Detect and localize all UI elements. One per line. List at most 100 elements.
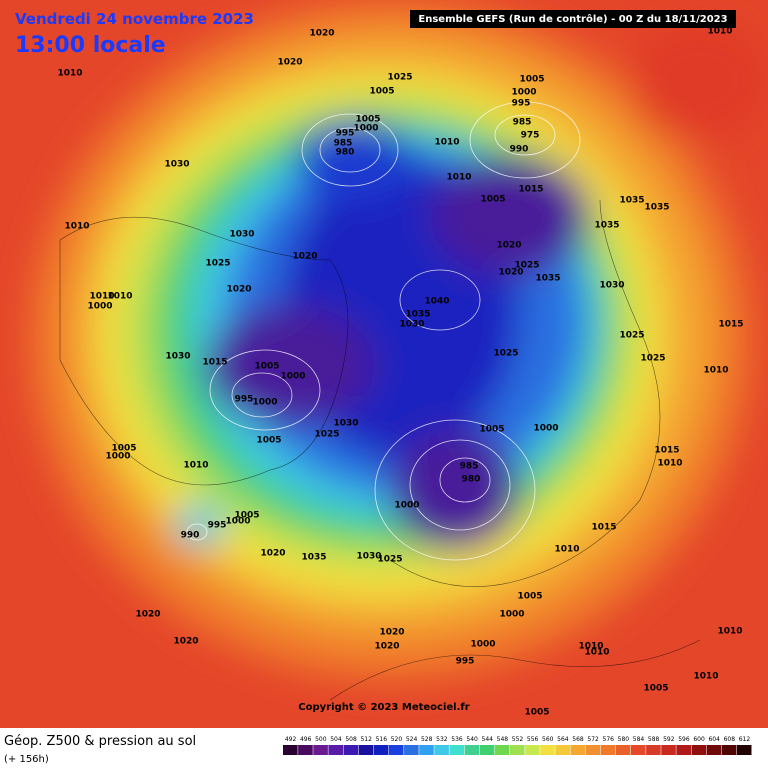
colorbar-swatch bbox=[630, 745, 646, 755]
pressure-label: 1010 bbox=[107, 292, 132, 302]
colorbar-swatch bbox=[676, 745, 691, 755]
pressure-label: 1005 bbox=[355, 115, 380, 125]
pressure-label: 1015 bbox=[718, 320, 743, 330]
pressure-label: 1020 bbox=[374, 642, 399, 652]
colorbar-tick-label: 536 bbox=[451, 736, 463, 743]
colorbar-tick-label: 528 bbox=[421, 736, 433, 743]
pressure-label: 1020 bbox=[496, 241, 521, 251]
colorbar-swatch bbox=[343, 745, 359, 755]
field-name: Géop. Z500 & pression au sol bbox=[4, 734, 196, 749]
pressure-label: 1025 bbox=[493, 349, 518, 359]
colorbar-tick-label: 512 bbox=[360, 736, 372, 743]
pressure-label: 1000 bbox=[533, 424, 558, 434]
pressure-label: 1000 bbox=[87, 302, 112, 312]
colorbar-tick-label: 584 bbox=[633, 736, 645, 743]
pressure-label: 1005 bbox=[643, 684, 668, 694]
pressure-label: 1020 bbox=[173, 637, 198, 647]
colorbar-swatch bbox=[404, 745, 419, 755]
colorbar-tick-label: 540 bbox=[466, 736, 478, 743]
colorbar-tick-label: 576 bbox=[603, 736, 615, 743]
pressure-label: 1000 bbox=[353, 124, 378, 134]
pressure-label: 1005 bbox=[524, 708, 549, 718]
colorbar-tick-label: 504 bbox=[330, 736, 342, 743]
colorbar-swatch bbox=[615, 745, 631, 755]
colorbar-tick-label: 588 bbox=[648, 736, 660, 743]
pressure-label: 1020 bbox=[226, 285, 251, 295]
pressure-label: 985 bbox=[334, 139, 353, 149]
colorbar-tick-label: 508 bbox=[345, 736, 357, 743]
pressure-label: 1020 bbox=[135, 610, 160, 620]
colorbar-swatch bbox=[721, 745, 737, 755]
pressure-label: 985 bbox=[513, 118, 532, 128]
pressure-label: 995 bbox=[456, 657, 475, 667]
colorbar-swatch bbox=[283, 745, 298, 755]
pressure-label: 1010 bbox=[446, 173, 471, 183]
pressure-label: 1035 bbox=[405, 310, 430, 320]
colorbar-tick-label: 596 bbox=[678, 736, 690, 743]
pressure-label: 1030 bbox=[599, 281, 624, 291]
pressure-label: 1005 bbox=[256, 436, 281, 446]
run-info: Ensemble GEFS (Run de contrôle) - 00 Z d… bbox=[418, 13, 727, 25]
pressure-label: 1010 bbox=[657, 459, 682, 469]
header-box bbox=[410, 10, 736, 28]
pressure-label: 1015 bbox=[202, 358, 227, 368]
colorbar-tick-label: 496 bbox=[300, 736, 312, 743]
geopotential-field bbox=[30, 0, 768, 680]
pressure-label: 1005 bbox=[234, 511, 259, 521]
colorbar-tick-label: 544 bbox=[482, 736, 494, 743]
pressure-label: 1030 bbox=[333, 419, 358, 429]
colorbar-tick-label: 600 bbox=[693, 736, 705, 743]
pressure-label: 1000 bbox=[394, 501, 419, 511]
colorbar-swatch bbox=[449, 745, 465, 755]
pressure-label: 1035 bbox=[535, 274, 560, 284]
colorbar-tick-label: 572 bbox=[587, 736, 599, 743]
pressure-label: 1005 bbox=[479, 425, 504, 435]
pressure-label: 1010 bbox=[717, 627, 742, 637]
pressure-label: 1035 bbox=[301, 553, 326, 563]
pressure-label: 975 bbox=[521, 131, 540, 141]
pressure-label: 1020 bbox=[498, 268, 523, 278]
pressure-label: 1000 bbox=[280, 372, 305, 382]
colorbar-swatch bbox=[313, 745, 328, 755]
pressure-label: 1025 bbox=[205, 259, 230, 269]
pressure-label: 1025 bbox=[640, 354, 665, 364]
pressure-label: 1030 bbox=[229, 230, 254, 240]
colorbar-swatch bbox=[600, 745, 616, 755]
colorbar-swatch bbox=[373, 745, 389, 755]
colorbar-tick-label: 552 bbox=[512, 736, 524, 743]
colorbar-swatch bbox=[661, 745, 676, 755]
lead-time: (+ 156h) bbox=[4, 754, 49, 765]
pressure-label: 1005 bbox=[480, 195, 505, 205]
colorbar-swatch bbox=[388, 745, 404, 755]
colorbar-swatch bbox=[434, 745, 449, 755]
colorbar-swatch bbox=[509, 745, 525, 755]
colorbar-swatch bbox=[540, 745, 555, 755]
colorbar-tick-label: 604 bbox=[708, 736, 720, 743]
colorbar-swatch bbox=[691, 745, 707, 755]
pressure-label: 1040 bbox=[424, 297, 449, 307]
pressure-label: 995 bbox=[235, 395, 254, 405]
colorbar-tick-label: 592 bbox=[663, 736, 675, 743]
pressure-label: 1005 bbox=[369, 87, 394, 97]
pressure-label: 1035 bbox=[619, 196, 644, 206]
pressure-label: 1035 bbox=[644, 203, 669, 213]
pressure-label: 1010 bbox=[554, 545, 579, 555]
colorbar-tick-label: 612 bbox=[739, 736, 751, 743]
colorbar-swatch bbox=[555, 745, 570, 755]
pressure-label: 1020 bbox=[292, 252, 317, 262]
colorbar: 492 496 500 504 508 512 516 520 524 528 532 536 540 5… bbox=[283, 736, 752, 755]
pressure-label: 1025 bbox=[387, 73, 412, 83]
colorbar-tick-label: 516 bbox=[376, 736, 388, 743]
pressure-label: 990 bbox=[181, 531, 200, 541]
pressure-label: 1005 bbox=[111, 444, 136, 454]
pressure-label: 1000 bbox=[105, 452, 130, 462]
pressure-label: 1010 bbox=[693, 672, 718, 682]
pressure-label: 1000 bbox=[470, 640, 495, 650]
pressure-label: 1010 bbox=[183, 461, 208, 471]
pressure-label: 1005 bbox=[517, 592, 542, 602]
pressure-label: 1035 bbox=[594, 221, 619, 231]
colorbar-swatch bbox=[736, 745, 752, 755]
colorbar-swatch bbox=[585, 745, 601, 755]
colorbar-swatch bbox=[706, 745, 722, 755]
